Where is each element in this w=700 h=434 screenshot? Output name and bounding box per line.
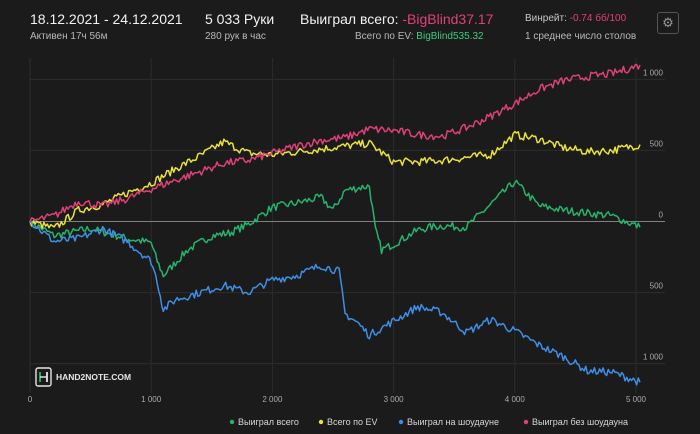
gear-icon: ⚙ <box>662 15 674 30</box>
legend-marker <box>318 419 324 425</box>
settings-button[interactable]: ⚙ <box>657 12 679 34</box>
winrate: Винрейт: -0.74 бб/100 <box>525 13 626 24</box>
series-line-showdown <box>29 220 641 386</box>
ev-total-value: BigBlind535.32 <box>416 31 484 42</box>
series-line-ev <box>29 130 641 229</box>
legend-marker <box>229 419 235 425</box>
legend-item-showdown[interactable]: Выиграл на шоудауне <box>398 417 499 427</box>
legend-label: Всего по EV <box>327 417 377 427</box>
x-tick-label: 5 000 <box>626 395 647 404</box>
x-tick-label: 2 000 <box>262 395 283 404</box>
hands-per-hour: 280 рук в час <box>205 31 266 42</box>
series-line-nonshowdown <box>29 63 641 222</box>
y-tick-label: 0 <box>659 211 664 220</box>
y-tick-label: 1 000 <box>643 353 664 362</box>
legend-marker <box>398 419 404 425</box>
legend-label: Выиграл на шоудауне <box>407 417 499 427</box>
legend-item-won[interactable]: Выиграл всего <box>229 417 299 427</box>
x-tick-label: 4 000 <box>505 395 526 404</box>
hands-count: 5 033 Руки <box>205 11 275 27</box>
date-range: 18.12.2021 - 24.12.2021 <box>30 11 183 27</box>
legend-item-nonshowdown[interactable]: Выиграл без шоудауна <box>523 417 628 427</box>
y-tick-label: 500 <box>650 282 664 291</box>
legend-label: Выиграл без шоудауна <box>532 417 628 427</box>
hand2note-logo: HAND2NOTE.COM <box>35 367 131 387</box>
won-total-label: Выиграл всего: <box>300 11 399 27</box>
logo-text: HAND2NOTE.COM <box>56 372 131 382</box>
active-time: Активен 17ч 56м <box>30 31 108 42</box>
y-tick-label: 500 <box>650 139 664 148</box>
ev-total-label: Всего по EV: <box>355 31 414 42</box>
legend-marker <box>523 419 529 425</box>
y-tick-label: 1 000 <box>643 68 664 77</box>
x-tick-label: 3 000 <box>384 395 405 404</box>
grid <box>29 58 665 393</box>
winrate-value: -0.74 бб/100 <box>569 13 627 24</box>
series-line-won <box>29 179 641 278</box>
won-total: Выиграл всего: -BigBlind37.17 <box>300 11 493 27</box>
legend-label: Выиграл всего <box>238 417 299 427</box>
won-total-value: -BigBlind37.17 <box>402 11 494 27</box>
x-tick-label: 0 <box>28 395 33 404</box>
ev-total: Всего по EV: BigBlind535.32 <box>355 31 484 42</box>
axis-ticks: 0 1 000 2 000 3 000 4 000 5 000 1 000 500 0 500 1 … <box>28 68 664 404</box>
chart-legend: Выиграл всего Всего по EV Выиграл на шоуда… <box>229 417 628 427</box>
x-tick-label: 1 000 <box>141 395 162 404</box>
legend-item-ev[interactable]: Всего по EV <box>318 417 378 427</box>
winrate-label: Винрейт: <box>525 13 567 24</box>
avg-tables: 1 среднее число столов <box>525 31 637 42</box>
series-lines <box>29 63 641 386</box>
